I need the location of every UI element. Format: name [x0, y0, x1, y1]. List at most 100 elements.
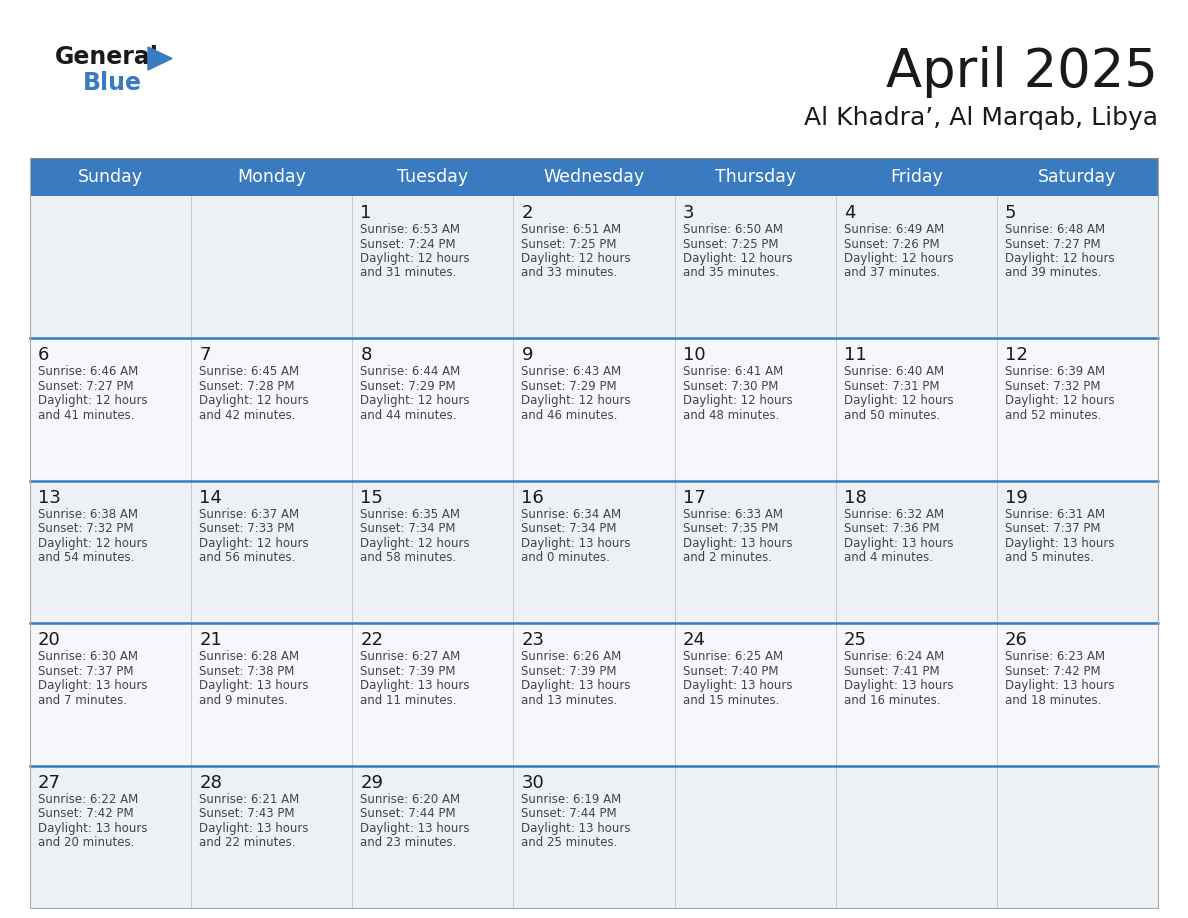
- Text: and 35 minutes.: and 35 minutes.: [683, 266, 779, 279]
- Bar: [30, 158, 1158, 196]
- Text: Sunset: 7:44 PM: Sunset: 7:44 PM: [360, 807, 456, 820]
- Text: Sunset: 7:40 PM: Sunset: 7:40 PM: [683, 665, 778, 677]
- Text: Sunset: 7:44 PM: Sunset: 7:44 PM: [522, 807, 617, 820]
- Text: Sunset: 7:43 PM: Sunset: 7:43 PM: [200, 807, 295, 820]
- Text: Daylight: 13 hours: Daylight: 13 hours: [38, 822, 147, 834]
- Text: Sunrise: 6:20 AM: Sunrise: 6:20 AM: [360, 792, 461, 806]
- Text: and 41 minutes.: and 41 minutes.: [38, 409, 134, 422]
- Text: Sunrise: 6:33 AM: Sunrise: 6:33 AM: [683, 508, 783, 521]
- Text: and 48 minutes.: and 48 minutes.: [683, 409, 779, 422]
- Polygon shape: [148, 47, 172, 70]
- Text: Thursday: Thursday: [714, 168, 796, 186]
- Text: Sunday: Sunday: [78, 168, 143, 186]
- Text: and 2 minutes.: and 2 minutes.: [683, 552, 771, 565]
- Text: 8: 8: [360, 346, 372, 364]
- Text: Sunset: 7:38 PM: Sunset: 7:38 PM: [200, 665, 295, 677]
- Text: Daylight: 12 hours: Daylight: 12 hours: [360, 537, 470, 550]
- Text: and 58 minutes.: and 58 minutes.: [360, 552, 456, 565]
- Text: Sunset: 7:33 PM: Sunset: 7:33 PM: [200, 522, 295, 535]
- Text: Sunrise: 6:49 AM: Sunrise: 6:49 AM: [843, 223, 944, 236]
- Text: Sunset: 7:32 PM: Sunset: 7:32 PM: [1005, 380, 1100, 393]
- Text: 19: 19: [1005, 488, 1028, 507]
- Text: Daylight: 13 hours: Daylight: 13 hours: [360, 822, 469, 834]
- Text: Sunrise: 6:50 AM: Sunrise: 6:50 AM: [683, 223, 783, 236]
- Text: 5: 5: [1005, 204, 1017, 222]
- Text: Daylight: 13 hours: Daylight: 13 hours: [522, 679, 631, 692]
- Text: Daylight: 13 hours: Daylight: 13 hours: [360, 679, 469, 692]
- Text: Sunrise: 6:23 AM: Sunrise: 6:23 AM: [1005, 650, 1105, 663]
- Text: Sunrise: 6:21 AM: Sunrise: 6:21 AM: [200, 792, 299, 806]
- Text: Sunrise: 6:38 AM: Sunrise: 6:38 AM: [38, 508, 138, 521]
- Text: Sunset: 7:25 PM: Sunset: 7:25 PM: [683, 238, 778, 251]
- Text: Sunrise: 6:48 AM: Sunrise: 6:48 AM: [1005, 223, 1105, 236]
- Text: and 37 minutes.: and 37 minutes.: [843, 266, 940, 279]
- Text: Daylight: 12 hours: Daylight: 12 hours: [1005, 395, 1114, 408]
- Text: 25: 25: [843, 632, 867, 649]
- Text: Daylight: 12 hours: Daylight: 12 hours: [360, 252, 470, 265]
- Text: Daylight: 13 hours: Daylight: 13 hours: [38, 679, 147, 692]
- Text: and 16 minutes.: and 16 minutes.: [843, 694, 940, 707]
- Text: Daylight: 12 hours: Daylight: 12 hours: [843, 252, 953, 265]
- Text: Sunset: 7:27 PM: Sunset: 7:27 PM: [38, 380, 133, 393]
- Text: Daylight: 12 hours: Daylight: 12 hours: [38, 395, 147, 408]
- Text: Daylight: 12 hours: Daylight: 12 hours: [360, 395, 470, 408]
- Text: Sunrise: 6:31 AM: Sunrise: 6:31 AM: [1005, 508, 1105, 521]
- Text: Sunset: 7:42 PM: Sunset: 7:42 PM: [1005, 665, 1100, 677]
- Text: Wednesday: Wednesday: [543, 168, 645, 186]
- Bar: [30, 196, 1158, 339]
- Text: 18: 18: [843, 488, 866, 507]
- Text: and 54 minutes.: and 54 minutes.: [38, 552, 134, 565]
- Text: 23: 23: [522, 632, 544, 649]
- Text: Daylight: 13 hours: Daylight: 13 hours: [522, 537, 631, 550]
- Text: Daylight: 12 hours: Daylight: 12 hours: [843, 395, 953, 408]
- Text: 21: 21: [200, 632, 222, 649]
- Text: Daylight: 13 hours: Daylight: 13 hours: [683, 537, 792, 550]
- Text: 15: 15: [360, 488, 384, 507]
- Text: Al Khadra’, Al Marqab, Libya: Al Khadra’, Al Marqab, Libya: [804, 106, 1158, 130]
- Text: Sunrise: 6:43 AM: Sunrise: 6:43 AM: [522, 365, 621, 378]
- Text: Daylight: 13 hours: Daylight: 13 hours: [683, 679, 792, 692]
- Bar: [30, 481, 1158, 623]
- Text: Sunset: 7:36 PM: Sunset: 7:36 PM: [843, 522, 940, 535]
- Text: and 42 minutes.: and 42 minutes.: [200, 409, 296, 422]
- Text: 1: 1: [360, 204, 372, 222]
- Text: Sunset: 7:27 PM: Sunset: 7:27 PM: [1005, 238, 1100, 251]
- Text: 30: 30: [522, 774, 544, 791]
- Text: 6: 6: [38, 346, 50, 364]
- Text: Daylight: 12 hours: Daylight: 12 hours: [522, 252, 631, 265]
- Text: 28: 28: [200, 774, 222, 791]
- Text: Sunset: 7:29 PM: Sunset: 7:29 PM: [360, 380, 456, 393]
- Text: Sunrise: 6:37 AM: Sunrise: 6:37 AM: [200, 508, 299, 521]
- Text: Daylight: 12 hours: Daylight: 12 hours: [38, 537, 147, 550]
- Text: Sunset: 7:42 PM: Sunset: 7:42 PM: [38, 807, 133, 820]
- Text: Sunset: 7:34 PM: Sunset: 7:34 PM: [360, 522, 456, 535]
- Text: and 9 minutes.: and 9 minutes.: [200, 694, 289, 707]
- Text: and 13 minutes.: and 13 minutes.: [522, 694, 618, 707]
- Text: and 56 minutes.: and 56 minutes.: [200, 552, 296, 565]
- Text: Daylight: 13 hours: Daylight: 13 hours: [1005, 679, 1114, 692]
- Text: 2: 2: [522, 204, 533, 222]
- Text: Sunrise: 6:30 AM: Sunrise: 6:30 AM: [38, 650, 138, 663]
- Text: Sunrise: 6:28 AM: Sunrise: 6:28 AM: [200, 650, 299, 663]
- Text: 16: 16: [522, 488, 544, 507]
- Text: and 46 minutes.: and 46 minutes.: [522, 409, 618, 422]
- Text: and 15 minutes.: and 15 minutes.: [683, 694, 779, 707]
- Text: 7: 7: [200, 346, 210, 364]
- Text: Daylight: 13 hours: Daylight: 13 hours: [522, 822, 631, 834]
- Text: 3: 3: [683, 204, 694, 222]
- Text: Sunset: 7:32 PM: Sunset: 7:32 PM: [38, 522, 133, 535]
- Text: Monday: Monday: [238, 168, 307, 186]
- Text: 17: 17: [683, 488, 706, 507]
- Text: Sunrise: 6:53 AM: Sunrise: 6:53 AM: [360, 223, 460, 236]
- Text: Sunrise: 6:19 AM: Sunrise: 6:19 AM: [522, 792, 621, 806]
- Text: 12: 12: [1005, 346, 1028, 364]
- Text: Daylight: 13 hours: Daylight: 13 hours: [200, 679, 309, 692]
- Text: Sunrise: 6:24 AM: Sunrise: 6:24 AM: [843, 650, 944, 663]
- Text: Daylight: 12 hours: Daylight: 12 hours: [1005, 252, 1114, 265]
- Text: Sunrise: 6:41 AM: Sunrise: 6:41 AM: [683, 365, 783, 378]
- Text: Sunset: 7:28 PM: Sunset: 7:28 PM: [200, 380, 295, 393]
- Text: and 23 minutes.: and 23 minutes.: [360, 836, 456, 849]
- Text: and 25 minutes.: and 25 minutes.: [522, 836, 618, 849]
- Bar: [30, 766, 1158, 908]
- Bar: [30, 623, 1158, 766]
